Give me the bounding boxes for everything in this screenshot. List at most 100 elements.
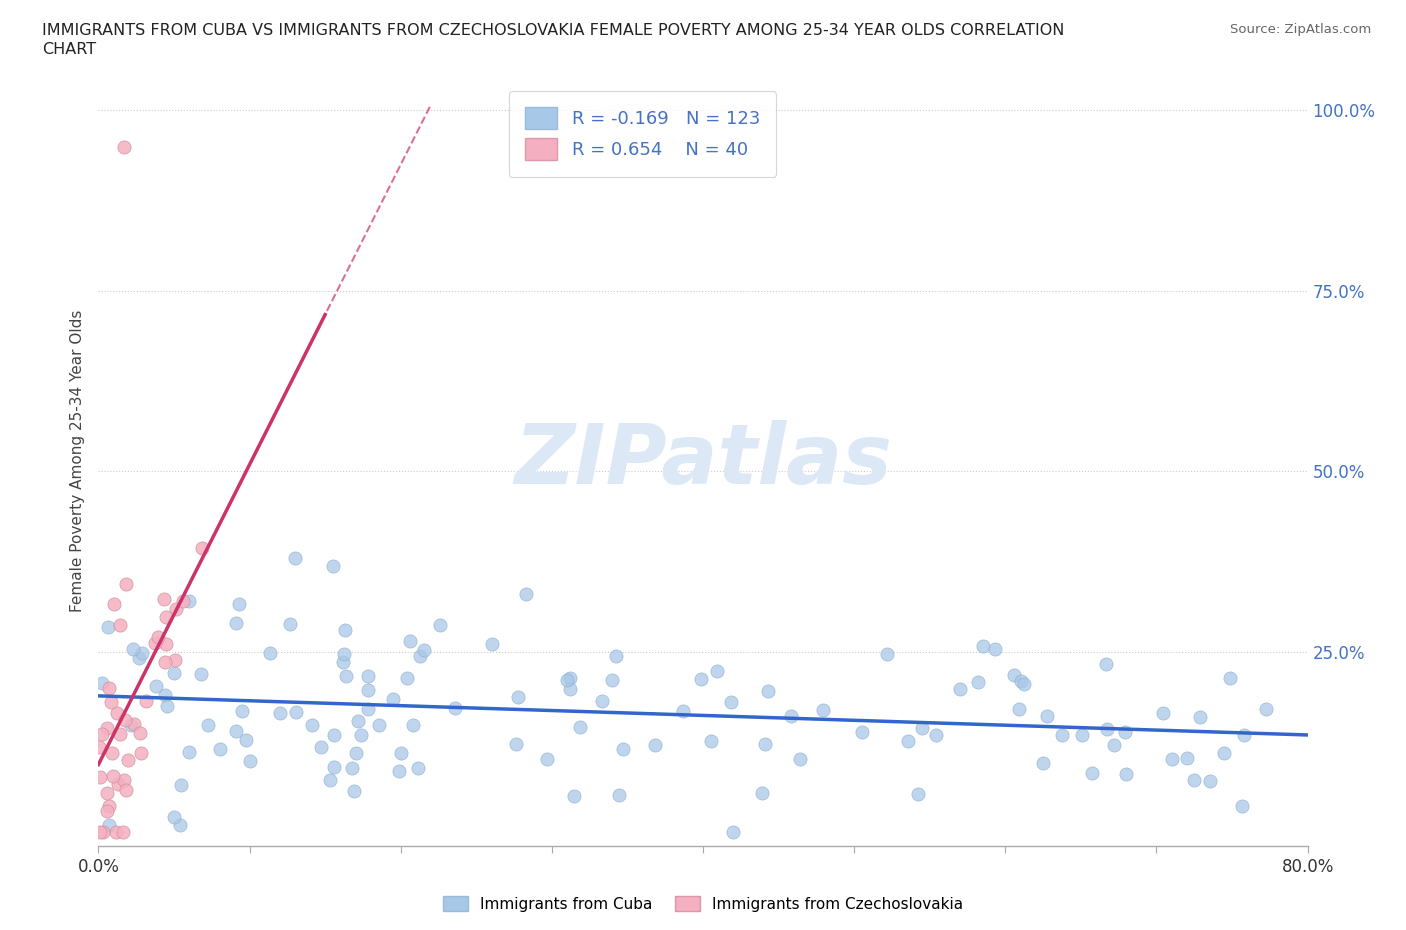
Point	[911, 721, 934, 736]
Point	[321, 559, 343, 574]
Point	[284, 551, 307, 565]
Point	[346, 713, 368, 728]
Point	[409, 649, 432, 664]
Point	[105, 824, 128, 839]
Point	[122, 717, 145, 732]
Text: CHART: CHART	[42, 42, 96, 57]
Point	[120, 717, 142, 732]
Point	[332, 647, 354, 662]
Point	[789, 752, 811, 767]
Point	[153, 655, 176, 670]
Point	[591, 694, 613, 709]
Point	[357, 702, 380, 717]
Point	[751, 786, 773, 801]
Point	[179, 593, 201, 608]
Point	[564, 789, 586, 804]
Point	[706, 663, 728, 678]
Point	[1175, 751, 1198, 765]
Point	[197, 718, 219, 733]
Point	[1232, 799, 1254, 814]
Legend: R = -0.169   N = 123, R = 0.654    N = 40: R = -0.169 N = 123, R = 0.654 N = 40	[509, 91, 776, 177]
Point	[1095, 657, 1118, 671]
Point	[1036, 709, 1059, 724]
Point	[412, 642, 434, 657]
Point	[128, 651, 150, 666]
Point	[1182, 773, 1205, 788]
Point	[401, 718, 423, 733]
Point	[129, 746, 152, 761]
Point	[87, 739, 110, 754]
Point	[335, 669, 357, 684]
Point	[179, 744, 201, 759]
Y-axis label: Female Poverty Among 25-34 Year Olds: Female Poverty Among 25-34 Year Olds	[70, 309, 86, 612]
Point	[191, 540, 214, 555]
Point	[368, 718, 391, 733]
Point	[165, 601, 187, 616]
Point	[607, 788, 630, 803]
Point	[429, 618, 451, 632]
Point	[163, 666, 186, 681]
Point	[100, 695, 122, 710]
Point	[208, 741, 231, 756]
Point	[105, 706, 128, 721]
Point	[1160, 751, 1182, 766]
Point	[1071, 728, 1094, 743]
Point	[344, 745, 367, 760]
Point	[569, 719, 592, 734]
Point	[259, 645, 281, 660]
Point	[112, 140, 135, 154]
Point	[558, 681, 581, 696]
Point	[301, 717, 323, 732]
Point	[122, 642, 145, 657]
Point	[156, 699, 179, 714]
Point	[108, 618, 131, 632]
Point	[318, 772, 340, 787]
Point	[98, 817, 121, 832]
Point	[117, 752, 139, 767]
Point	[1152, 706, 1174, 721]
Point	[228, 596, 250, 611]
Point	[506, 690, 529, 705]
Point	[558, 671, 581, 685]
Point	[600, 672, 623, 687]
Point	[357, 668, 380, 683]
Point	[536, 751, 558, 766]
Point	[389, 746, 412, 761]
Point	[399, 633, 422, 648]
Point	[721, 824, 744, 839]
Point	[335, 622, 357, 637]
Point	[444, 700, 467, 715]
Point	[1189, 710, 1212, 724]
Point	[170, 777, 193, 792]
Point	[155, 610, 177, 625]
Point	[225, 615, 247, 630]
Point	[101, 768, 124, 783]
Point	[131, 645, 153, 660]
Point	[396, 671, 419, 685]
Point	[112, 773, 135, 788]
Point	[1014, 677, 1036, 692]
Point	[925, 727, 948, 742]
Point	[143, 635, 166, 650]
Point	[269, 706, 291, 721]
Point	[515, 586, 537, 601]
Point	[357, 683, 380, 698]
Point	[342, 761, 364, 776]
Point	[107, 777, 129, 791]
Point	[103, 597, 125, 612]
Point	[91, 727, 114, 742]
Point	[163, 810, 186, 825]
Text: IMMIGRANTS FROM CUBA VS IMMIGRANTS FROM CZECHOSLOVAKIA FEMALE POVERTY AMONG 25-3: IMMIGRANTS FROM CUBA VS IMMIGRANTS FROM …	[42, 23, 1064, 38]
Point	[343, 784, 366, 799]
Point	[1002, 668, 1025, 683]
Point	[108, 726, 131, 741]
Point	[1102, 738, 1125, 753]
Point	[907, 786, 929, 801]
Point	[239, 754, 262, 769]
Point	[1032, 756, 1054, 771]
Point	[1052, 728, 1074, 743]
Point	[972, 639, 994, 654]
Point	[101, 745, 124, 760]
Point	[1115, 766, 1137, 781]
Point	[672, 704, 695, 719]
